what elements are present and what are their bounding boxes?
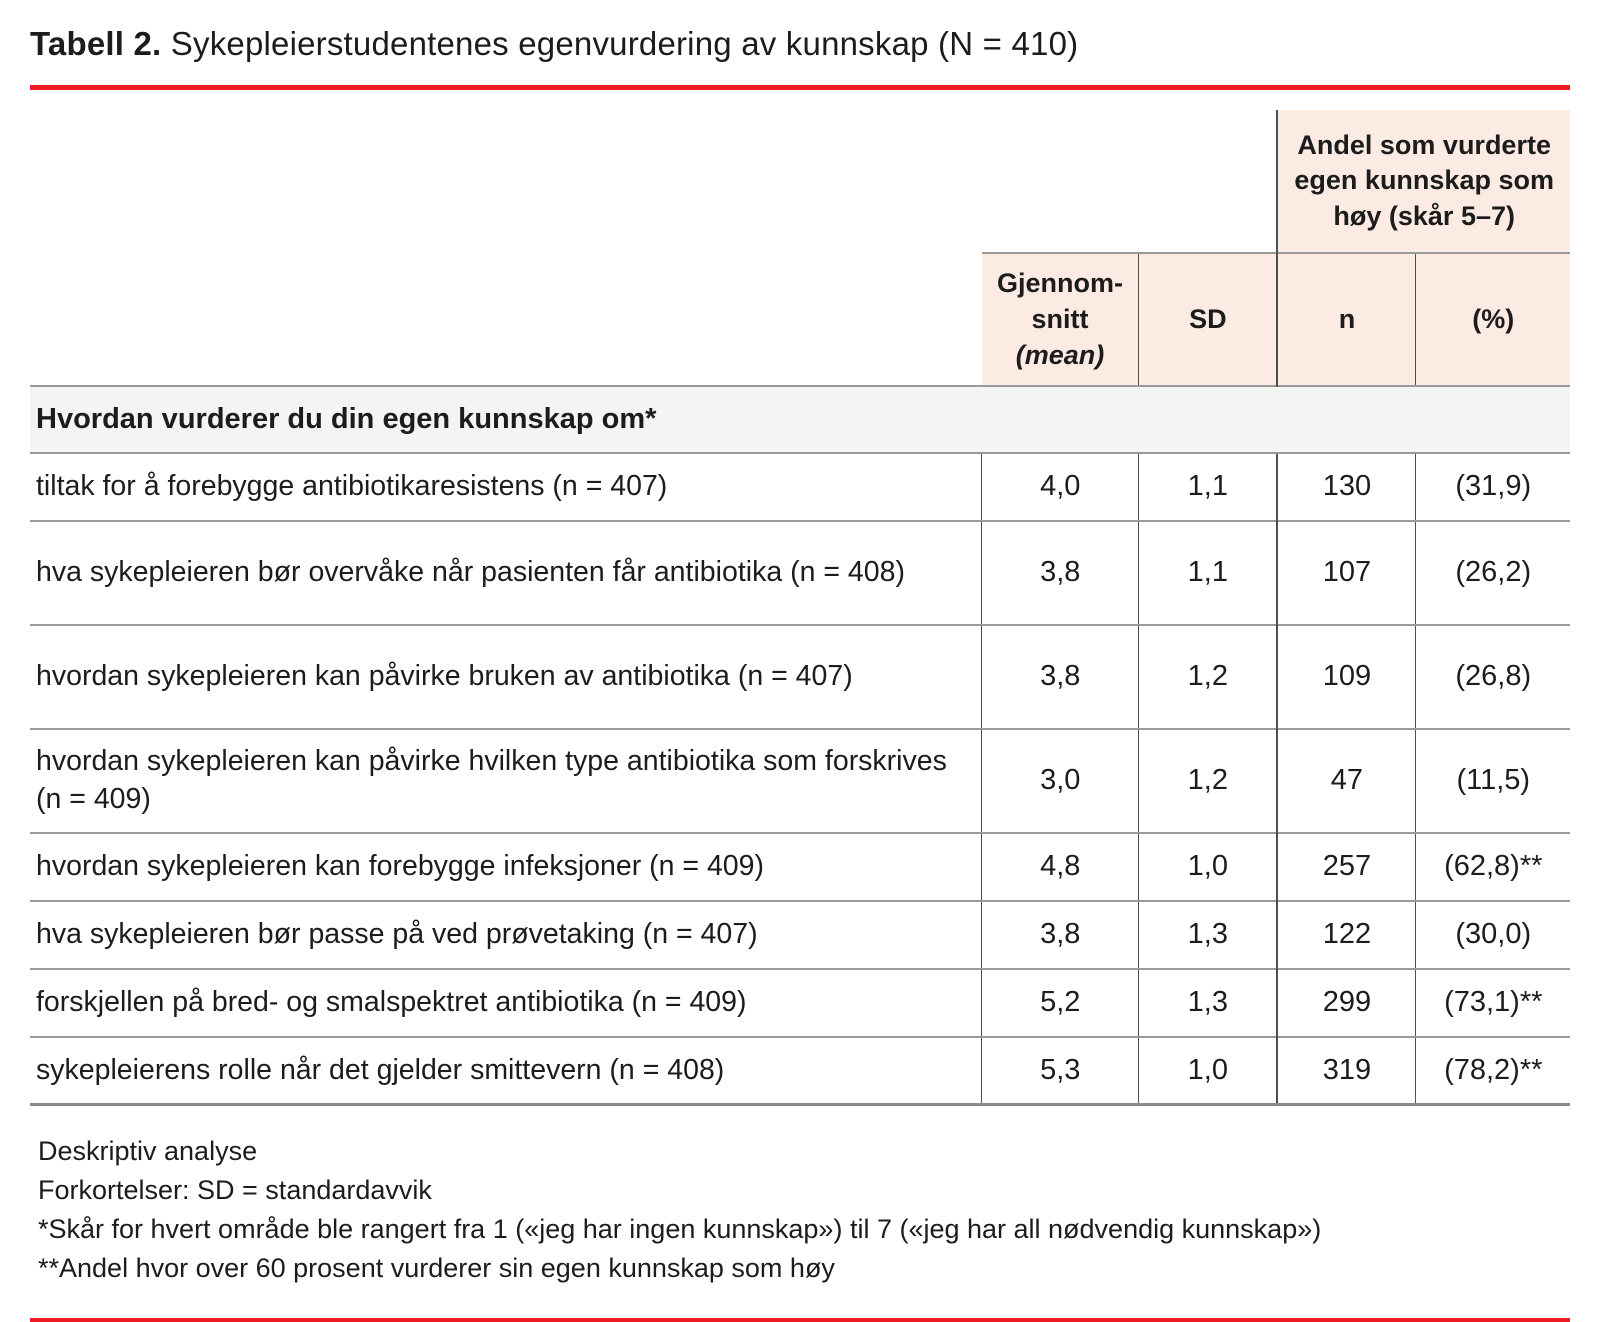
pct-cell: (62,8)** — [1415, 831, 1570, 901]
row-label: hva sykepleieren bør overvåke når pasien… — [30, 519, 982, 625]
row-label: tiltak for å forebygge antibiotikaresist… — [30, 451, 982, 521]
n-cell: 319 — [1276, 1035, 1416, 1107]
column-header-row: Gjennom- snitt (mean) SD n (%) — [30, 252, 1570, 387]
row-label: hvordan sykepleieren kan påvirke bruken … — [30, 623, 982, 729]
mean-cell: 3,8 — [981, 623, 1139, 729]
mean-cell: 4,8 — [981, 831, 1139, 901]
footnotes: Deskriptiv analyse Forkortelser: SD = st… — [30, 1132, 1570, 1288]
section-header: Hvordan vurderer du din egen kunnskap om… — [30, 385, 1570, 454]
n-cell: 109 — [1276, 623, 1416, 729]
pct-cell: (26,2) — [1415, 519, 1570, 625]
sd-cell: 1,0 — [1138, 1035, 1278, 1107]
pct-cell: (11,5) — [1415, 727, 1570, 833]
mean-cell: 3,8 — [981, 519, 1139, 625]
n-cell: 130 — [1276, 451, 1416, 521]
mean-cell: 4,0 — [981, 451, 1139, 521]
sd-cell: 1,1 — [1138, 451, 1278, 521]
row-label: hvordan sykepleieren kan forebygge infek… — [30, 831, 982, 901]
mean-cell: 5,2 — [981, 967, 1139, 1037]
table-title: Tabell 2. Sykepleierstudentenes egenvurd… — [30, 24, 1570, 64]
bottom-red-rule — [30, 1317, 1570, 1322]
sd-cell: 1,0 — [1138, 831, 1278, 901]
label-header-spacer — [30, 253, 982, 386]
row-label: hvordan sykepleieren kan påvirke hvilken… — [30, 727, 982, 833]
mean-cell: 3,0 — [981, 727, 1139, 833]
n-column-header: n — [1276, 252, 1416, 387]
mean-header-line1: Gjennom- — [997, 268, 1123, 299]
sd-cell: 1,2 — [1138, 727, 1278, 833]
table-caption: Sykepleierstudentenes egenvurdering av k… — [170, 25, 1079, 62]
group-header-spacer — [30, 110, 1277, 254]
top-red-rule — [30, 84, 1570, 90]
group-header-row: Andel som vurderte egen kunnskap som høy… — [30, 109, 1570, 254]
n-cell: 107 — [1276, 519, 1416, 625]
footnote-line: *Skår for hvert område ble rangert fra 1… — [38, 1213, 1322, 1244]
section-header-row: Hvordan vurderer du din egen kunnskap om… — [30, 385, 1570, 454]
n-cell: 47 — [1276, 727, 1416, 833]
pct-cell: (30,0) — [1415, 899, 1570, 969]
n-cell: 299 — [1276, 967, 1416, 1037]
mean-header-line2: snitt — [1031, 304, 1089, 335]
table-row: hva sykepleieren bør passe på ved prøvet… — [30, 899, 1570, 969]
mean-cell: 5,3 — [981, 1035, 1139, 1107]
footnote-line: Forkortelser: SD = standardavvik — [38, 1174, 432, 1205]
mean-header-line3: (mean) — [1015, 339, 1105, 370]
sd-cell: 1,3 — [1138, 967, 1278, 1037]
table-row: hvordan sykepleieren kan forebygge infek… — [30, 831, 1570, 901]
sd-column-header: SD — [1138, 252, 1278, 387]
table-row: forskjellen på bred- og smalspektret ant… — [30, 967, 1570, 1037]
sd-cell: 1,1 — [1138, 519, 1278, 625]
table-row: tiltak for å forebygge antibiotikaresist… — [30, 451, 1570, 521]
mean-column-header: Gjennom- snitt (mean) — [981, 252, 1139, 387]
table-row: sykepleierens rolle når det gjelder smit… — [30, 1035, 1570, 1107]
data-table: Andel som vurderte egen kunnskap som høy… — [30, 109, 1570, 1107]
sd-cell: 1,3 — [1138, 899, 1278, 969]
pct-cell: (78,2)** — [1415, 1035, 1570, 1107]
row-label: forskjellen på bred- og smalspektret ant… — [30, 967, 982, 1037]
n-cell: 122 — [1276, 899, 1416, 969]
pct-cell: (31,9) — [1415, 451, 1570, 521]
row-label: sykepleierens rolle når det gjelder smit… — [30, 1035, 982, 1107]
mean-cell: 3,8 — [981, 899, 1139, 969]
footnote-line: **Andel hvor over 60 prosent vurderer si… — [38, 1252, 835, 1283]
footnote-line: Deskriptiv analyse — [38, 1136, 258, 1167]
n-cell: 257 — [1276, 831, 1416, 901]
table-row: hvordan sykepleieren kan påvirke hvilken… — [30, 727, 1570, 833]
table-row: hva sykepleieren bør overvåke når pasien… — [30, 519, 1570, 625]
pct-cell: (73,1)** — [1415, 967, 1570, 1037]
pct-column-header: (%) — [1415, 252, 1570, 387]
group-header-cell: Andel som vurderte egen kunnskap som høy… — [1276, 109, 1570, 254]
pct-cell: (26,8) — [1415, 623, 1570, 729]
table-number: Tabell 2. — [30, 25, 162, 62]
table-row: hvordan sykepleieren kan påvirke bruken … — [30, 623, 1570, 729]
row-label: hva sykepleieren bør passe på ved prøvet… — [30, 899, 982, 969]
sd-cell: 1,2 — [1138, 623, 1278, 729]
